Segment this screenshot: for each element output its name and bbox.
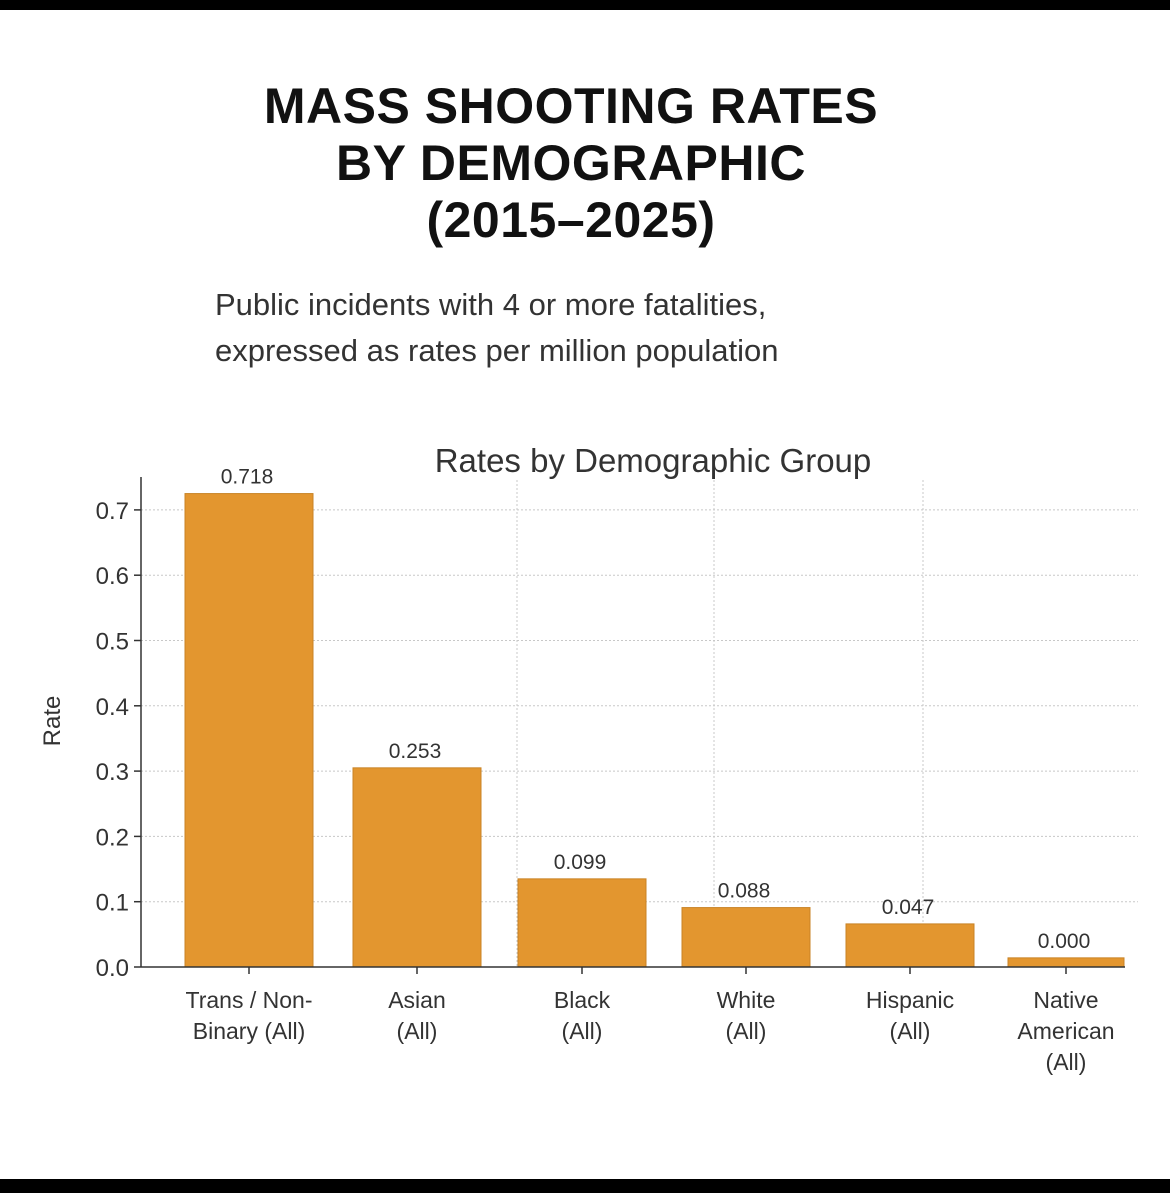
- x-category-label: White: [717, 987, 776, 1013]
- y-axis-label: Rate: [39, 696, 66, 747]
- x-category-label: Black: [554, 987, 611, 1013]
- x-category-label: Asian: [388, 987, 446, 1013]
- page-title: MASS SHOOTING RATES BY DEMOGRAPHIC (2015…: [0, 78, 1142, 249]
- bar: [845, 923, 975, 968]
- x-category-label: (All): [397, 1018, 438, 1044]
- bar-value-label: 0.000: [1038, 930, 1091, 953]
- title-line-1: MASS SHOOTING RATES: [263, 78, 879, 134]
- page-subtitle: Public incidents with 4 or more fataliti…: [215, 282, 935, 374]
- label-layer: 0.0 0.1 0.2 0.3 0.4 0.5 0.6 0.7 0.718 Trans / Non…: [96, 466, 1115, 1075]
- x-category-label: Binary (All): [193, 1018, 305, 1044]
- y-tick-label: 0.7: [96, 498, 129, 525]
- y-tick-label: 0.5: [96, 629, 129, 656]
- top-frame-bar: [0, 0, 1170, 10]
- x-category-label: Hispanic: [866, 987, 954, 1013]
- bar: [517, 878, 647, 968]
- x-category-label: Trans / Non-: [186, 987, 313, 1013]
- x-category-label: Native: [1033, 987, 1098, 1013]
- bar-value-label: 0.099: [554, 851, 607, 874]
- x-category-label: (All): [890, 1018, 931, 1044]
- x-category-label: (All): [726, 1018, 767, 1044]
- y-tick-label: 0.6: [96, 563, 129, 590]
- bar: [184, 493, 314, 968]
- bar-value-label: 0.253: [389, 740, 442, 763]
- bar: [1007, 957, 1125, 968]
- bar-value-label: 0.088: [718, 880, 771, 903]
- chart-title: Rates by Demographic Group: [435, 442, 872, 479]
- bar-value-label: 0.047: [882, 896, 935, 919]
- y-tick-label: 0.4: [96, 694, 129, 721]
- x-category-label: (All): [1046, 1049, 1087, 1075]
- bar-value-label: 0.718: [221, 466, 274, 489]
- title-line-2: BY DEMOGRAPHIC: [335, 135, 806, 191]
- x-category-label: (All): [562, 1018, 603, 1044]
- subtitle-line-1: Public incidents with 4 or more fataliti…: [215, 287, 767, 322]
- bottom-frame-bar: [0, 1179, 1170, 1193]
- bar: [352, 767, 482, 968]
- y-tick-label: 0.2: [96, 824, 129, 851]
- title-line-3: (2015–2025): [426, 192, 716, 248]
- y-tick-label: 0.0: [96, 955, 129, 982]
- bar: [681, 907, 811, 968]
- bar-layer: [184, 493, 1125, 968]
- axis-layer: [134, 477, 1125, 974]
- y-tick-label: 0.3: [96, 759, 129, 786]
- subtitle-line-2: expressed as rates per million populatio…: [215, 333, 779, 368]
- grid-layer: [141, 480, 1138, 967]
- y-tick-label: 0.1: [96, 890, 129, 917]
- x-category-label: American: [1017, 1018, 1114, 1044]
